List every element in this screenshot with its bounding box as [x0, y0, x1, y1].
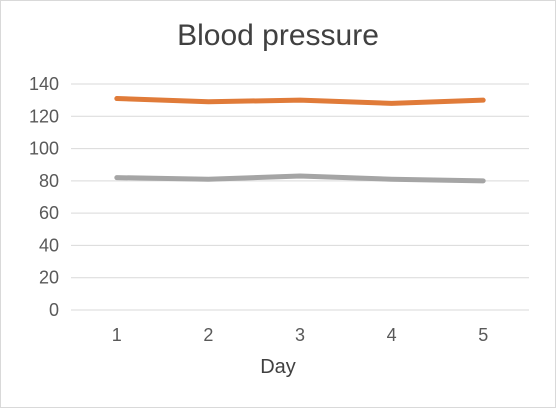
y-axis: 0 20 40 60 80 100 120 140	[29, 74, 59, 320]
x-tick-label: 5	[478, 325, 488, 345]
x-axis-label: Day	[1, 356, 555, 379]
y-tick-label: 100	[29, 139, 59, 159]
y-tick-label: 120	[29, 106, 59, 126]
y-tick-label: 40	[39, 235, 59, 255]
series-line-2	[117, 176, 483, 181]
x-tick-label: 3	[295, 325, 305, 345]
x-tick-label: 4	[387, 325, 397, 345]
x-tick-label: 1	[112, 325, 122, 345]
x-tick-label: 2	[203, 325, 213, 345]
y-tick-label: 80	[39, 171, 59, 191]
series-line-1	[117, 99, 483, 104]
y-tick-label: 60	[39, 203, 59, 223]
y-tick-label: 0	[49, 300, 59, 320]
y-tick-label: 140	[29, 74, 59, 94]
y-tick-label: 20	[39, 268, 59, 288]
gridlines	[71, 84, 529, 310]
x-axis: 1 2 3 4 5	[112, 325, 488, 345]
series-lines	[117, 99, 483, 181]
